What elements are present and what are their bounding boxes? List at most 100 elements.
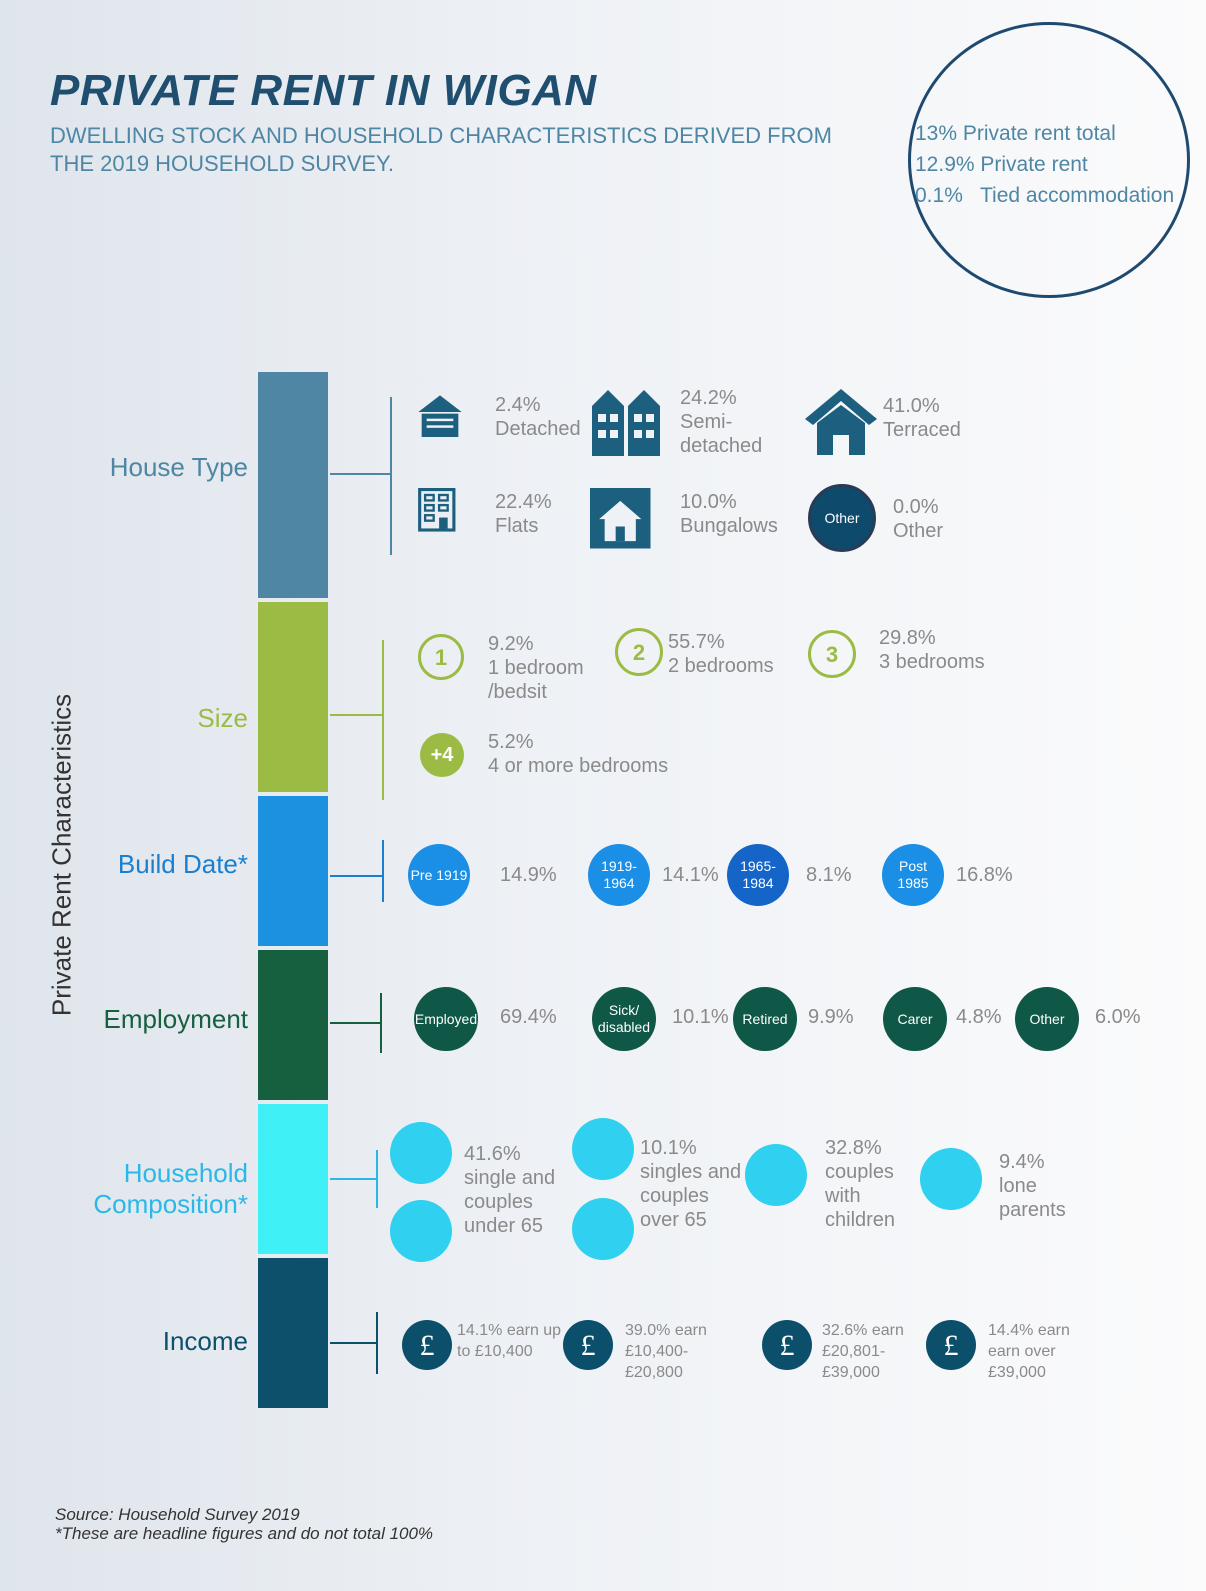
item-label: Terraced xyxy=(883,419,961,441)
item-value: 8.1% xyxy=(806,864,852,886)
badge: 1965-1984 xyxy=(727,844,789,906)
badge xyxy=(390,1200,452,1262)
item-value: 55.7% xyxy=(668,631,725,653)
note: *These are headline figures and do not t… xyxy=(55,1524,434,1543)
item-value: 5.2% xyxy=(488,731,534,753)
badge: 2 xyxy=(615,628,663,676)
summary-line: 0.1% Tied accommodation xyxy=(915,184,1175,207)
item-value: 16.8% xyxy=(956,864,1013,886)
item-text: 5.2% 4 or more bedrooms xyxy=(488,730,708,778)
item-value: 29.8% xyxy=(879,627,936,649)
item-text: 29.8% 3 bedrooms xyxy=(879,626,1009,674)
item-text: 41.6% single and couples under 65 xyxy=(464,1142,564,1238)
icon xyxy=(592,390,660,456)
summary-ring xyxy=(908,22,1190,298)
axis-label: Private Rent Characteristics xyxy=(46,693,77,1017)
source: Source: Household Survey 2019 xyxy=(55,1505,300,1524)
connector xyxy=(330,1342,376,1344)
item-value: 24.2% xyxy=(680,387,737,409)
item-text: 0.0% Other xyxy=(893,495,973,543)
section-bar xyxy=(258,950,328,1100)
icon xyxy=(418,395,462,437)
badge: Retired xyxy=(733,987,797,1051)
item-text: 14.1% xyxy=(662,863,742,887)
badge: £ xyxy=(926,1320,976,1370)
item-text: 16.8% xyxy=(956,863,1036,887)
item-text: 10.1% xyxy=(672,1005,752,1029)
item-value: 69.4% xyxy=(500,1006,557,1028)
item-text: 32.8% couples with children xyxy=(825,1136,905,1232)
item-label: Other xyxy=(893,520,944,542)
item-value: 32.6% earn £20,801-£39,000 xyxy=(822,1322,904,1381)
item-value: 22.4% xyxy=(495,491,552,513)
item-value: 14.1% xyxy=(662,864,719,886)
item-text: 14.1% earn up to £10,400 xyxy=(457,1320,567,1362)
item-value: 10.1% xyxy=(640,1137,697,1159)
item-label: Detached xyxy=(495,418,581,440)
section-bar xyxy=(258,372,328,598)
connector xyxy=(330,473,390,475)
badge xyxy=(745,1144,807,1206)
house-icon xyxy=(415,488,471,544)
icon xyxy=(805,389,877,455)
item-text: 2.4% Detached xyxy=(495,393,590,441)
item-text: 55.7% 2 bedrooms xyxy=(668,630,798,678)
house-icon xyxy=(590,386,662,458)
item-text: 10.0% Bungalows xyxy=(680,490,800,538)
item-label: singles and couples over 65 xyxy=(640,1161,742,1231)
badge: Other xyxy=(1015,987,1079,1051)
connector xyxy=(330,875,382,877)
badge: Pre 1919 xyxy=(408,844,470,906)
badge: £ xyxy=(563,1320,613,1370)
title: PRIVATE RENT IN WIGAN xyxy=(50,66,597,115)
section-label: Build Date* xyxy=(117,849,248,879)
item-value: 39.0% earn £10,400-£20,800 xyxy=(625,1322,707,1381)
section-bar xyxy=(258,796,328,946)
item-text: 4.8% xyxy=(956,1005,1036,1029)
item-text: 39.0% earn £10,400-£20,800 xyxy=(625,1320,735,1383)
badge: 1919-1964 xyxy=(588,844,650,906)
item-value: 9.4% xyxy=(999,1151,1045,1173)
badge xyxy=(572,1198,634,1260)
badge: Sick/ disabled xyxy=(592,987,656,1051)
section-label: Income xyxy=(162,1326,248,1356)
badge xyxy=(390,1122,452,1184)
item-value: 41.6% xyxy=(464,1143,521,1165)
house-icon xyxy=(590,488,656,554)
connector xyxy=(376,1150,378,1208)
item-value: 2.4% xyxy=(495,394,541,416)
section-bar xyxy=(258,602,328,792)
item-text: 22.4% Flats xyxy=(495,490,585,538)
icon xyxy=(590,488,651,549)
section-label: Employment xyxy=(103,1004,249,1034)
connector xyxy=(382,840,384,902)
house-icon xyxy=(805,385,877,457)
item-text: 41.0% Terraced xyxy=(883,394,993,442)
badge: £ xyxy=(762,1320,812,1370)
badge: Carer xyxy=(883,987,947,1051)
item-label: 3 bedrooms xyxy=(879,651,985,673)
connector xyxy=(376,1312,378,1374)
item-text: 6.0% xyxy=(1095,1005,1175,1029)
item-text: 32.6% earn £20,801-£39,000 xyxy=(822,1320,932,1383)
section-bar xyxy=(258,1104,328,1254)
item-text: 9.4% lone parents xyxy=(999,1150,1079,1222)
section-label: Size xyxy=(197,703,248,733)
connector xyxy=(330,1022,380,1024)
item-label: 1 bedroom /bedsit xyxy=(488,657,584,703)
item-label: single and couples under 65 xyxy=(464,1167,556,1237)
item-text: 14.9% xyxy=(500,863,580,887)
connector xyxy=(382,640,384,800)
section-label: Household Composition* xyxy=(93,1158,248,1219)
item-text: 14.4% earn earn over £39,000 xyxy=(988,1320,1098,1383)
item-label: Flats xyxy=(495,515,539,537)
item-label: Semi-detached xyxy=(680,411,763,457)
item-value: 10.0% xyxy=(680,491,737,513)
item-value: 41.0% xyxy=(883,395,940,417)
badge: 1 xyxy=(418,634,464,680)
item-value: 10.1% xyxy=(672,1006,729,1028)
icon xyxy=(418,488,456,532)
item-value: 6.0% xyxy=(1095,1006,1141,1028)
badge: Post 1985 xyxy=(882,844,944,906)
